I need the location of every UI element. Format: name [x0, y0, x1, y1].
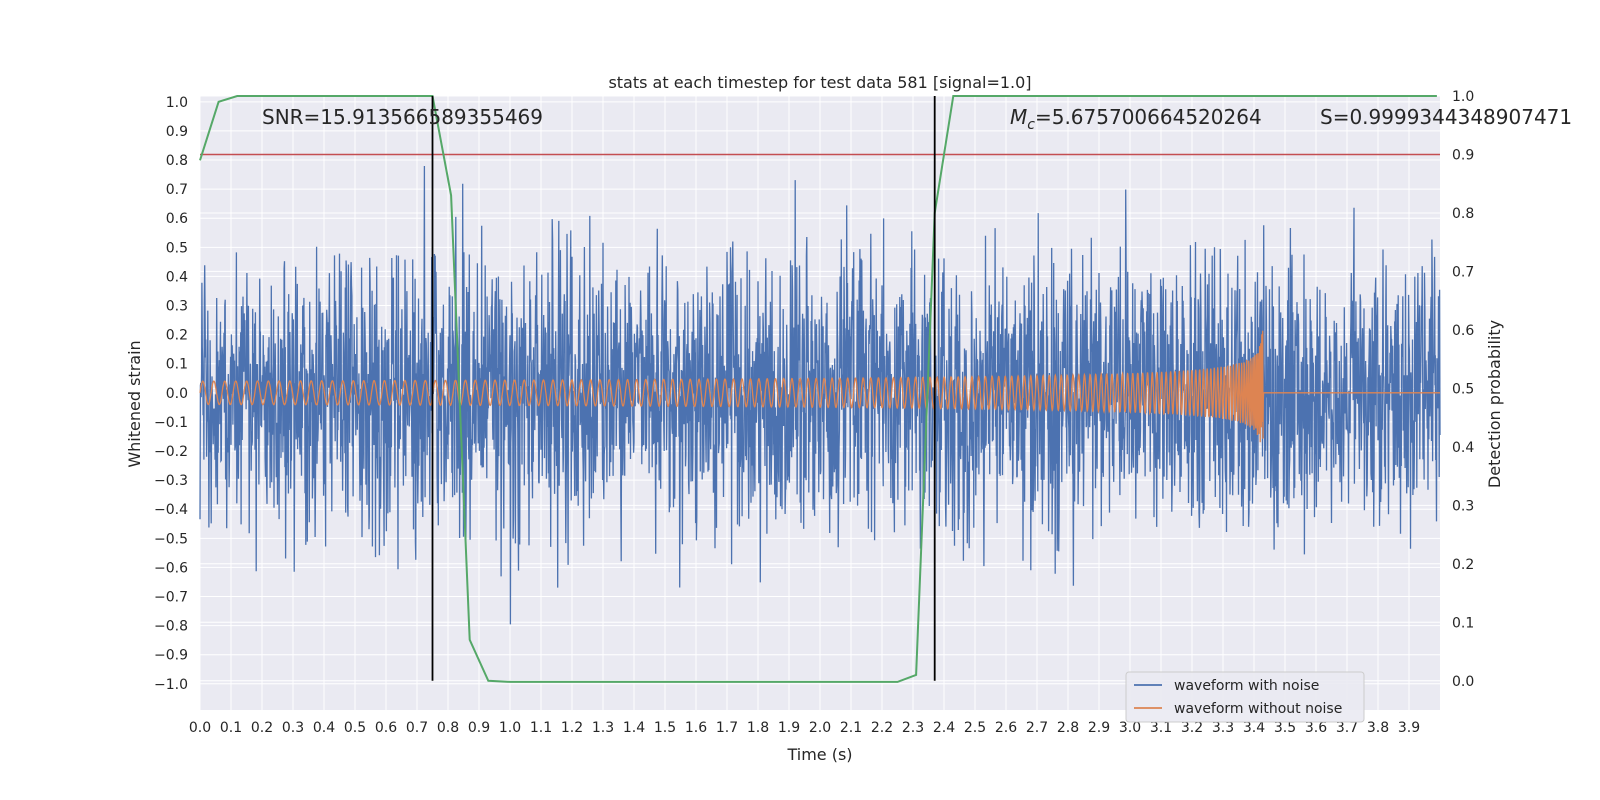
- y-left-tick-label: −0.9: [154, 648, 188, 664]
- y-left-tick-label: 0.9: [166, 124, 188, 140]
- y-right-axis-label: Detection probability: [1485, 320, 1504, 488]
- x-tick-label: 1.2: [561, 720, 583, 736]
- legend-label-clean: waveform without noise: [1174, 701, 1342, 717]
- y-right-tick-label: 0.1: [1452, 615, 1474, 631]
- s-annotation: S=0.9999344348907471: [1320, 105, 1572, 129]
- legend-box: [1125, 671, 1365, 723]
- y-right-tick-label: 0.3: [1452, 498, 1474, 514]
- x-tick-label: 3.3: [1212, 720, 1234, 736]
- x-tick-label: 0.9: [468, 720, 490, 736]
- chirp-mass-value: =5.675700664520264: [1035, 105, 1262, 129]
- y-left-tick-label: −0.7: [154, 590, 188, 606]
- y-left-tick-label: 0.1: [166, 357, 188, 373]
- x-tick-label: 3.8: [1367, 720, 1389, 736]
- y-left-tick-label: 0.8: [166, 153, 188, 169]
- y-right-tick-label: 0.5: [1452, 381, 1474, 397]
- y-left-tick-label: −0.6: [154, 560, 188, 576]
- y-left-tick-label: −1.0: [154, 677, 188, 693]
- y-left-tick-label: 0.4: [166, 269, 188, 285]
- y-left-tick-label: 0.6: [166, 211, 188, 227]
- x-tick-label: 1.6: [685, 720, 707, 736]
- y-right-tick-label: 0.7: [1452, 264, 1474, 280]
- x-tick-label: 2.3: [902, 720, 924, 736]
- y-left-tick-label: −0.2: [154, 444, 188, 460]
- x-tick-label: 2.5: [964, 720, 986, 736]
- x-tick-label: 1.0: [499, 720, 521, 736]
- x-tick-label: 3.2: [1181, 720, 1203, 736]
- x-tick-label: 3.9: [1398, 720, 1420, 736]
- x-tick-label: 3.0: [1119, 720, 1141, 736]
- y-left-tick-label: −0.5: [154, 531, 188, 547]
- x-tick-label: 2.4: [933, 720, 955, 736]
- y-left-tick-label: −0.1: [154, 415, 188, 431]
- y-left-tick-label: 0.0: [166, 386, 188, 402]
- x-tick-label: 0.4: [313, 720, 335, 736]
- x-tick-label: 0.8: [437, 720, 459, 736]
- x-tick-label: 2.9: [1088, 720, 1110, 736]
- x-tick-label: 2.1: [840, 720, 862, 736]
- y-right-tick-label: 0.8: [1452, 206, 1474, 222]
- x-tick-label: 3.4: [1243, 720, 1265, 736]
- x-tick-label: 0.2: [251, 720, 273, 736]
- y-left-tick-label: 0.7: [166, 182, 188, 198]
- x-tick-label: 2.2: [871, 720, 893, 736]
- x-tick-label: 3.7: [1336, 720, 1358, 736]
- y-right-tick-label: 0.4: [1452, 440, 1474, 456]
- x-tick-label: 1.9: [778, 720, 800, 736]
- y-left-tick-label: −0.4: [154, 502, 188, 518]
- vertical-markers: [431, 96, 936, 681]
- x-tick-label: 2.8: [1057, 720, 1079, 736]
- x-tick-label: 0.1: [220, 720, 242, 736]
- snr-annotation: SNR=15.913566589355469: [262, 105, 543, 129]
- chart-title: stats at each timestep for test data 581…: [608, 73, 1031, 92]
- x-tick-label: 2.6: [995, 720, 1017, 736]
- x-tick-label: 0.6: [375, 720, 397, 736]
- y-right-tick-label: 0.6: [1452, 323, 1474, 339]
- x-tick-labels: 0.0 0.1 0.2 0.3 0.4 0.5 0.6 0.7 0.8 0.9 1.0 1.1 1.2 1…: [189, 720, 1420, 736]
- waveform-without-noise-series: [199, 330, 1440, 443]
- x-tick-label: 1.3: [592, 720, 614, 736]
- legend-label-noise: waveform with noise: [1174, 678, 1319, 694]
- waveform-without-noise-line: [199, 330, 1440, 443]
- x-tick-label: 1.4: [623, 720, 645, 736]
- y-left-tick-label: −0.3: [154, 473, 188, 489]
- y-right-tick-label: 0.0: [1452, 674, 1474, 690]
- y-left-tick-label: 0.2: [166, 328, 188, 344]
- chirp-mass-symbol: M: [1010, 105, 1027, 129]
- x-tick-label: 3.6: [1305, 720, 1327, 736]
- y-left-axis-label: Whitened strain: [125, 340, 144, 467]
- x-tick-label: 2.7: [1026, 720, 1048, 736]
- detection-probability-series: [199, 95, 1437, 683]
- x-tick-label: 3.5: [1274, 720, 1296, 736]
- x-tick-label: 1.1: [530, 720, 552, 736]
- x-tick-label: 0.7: [406, 720, 428, 736]
- legend: waveform with noise waveform without noi…: [1125, 671, 1365, 723]
- x-axis-label: Time (s): [786, 745, 852, 764]
- x-tick-label: 1.8: [747, 720, 769, 736]
- y-right-tick-label: 0.9: [1452, 147, 1474, 163]
- x-tick-label: 1.7: [716, 720, 738, 736]
- y-left-tick-label: 0.5: [166, 240, 188, 256]
- x-tick-label: 0.3: [282, 720, 304, 736]
- y-right-tick-label: 0.2: [1452, 557, 1474, 573]
- x-tick-label: 0.0: [189, 720, 211, 736]
- y-left-tick-label: 0.3: [166, 299, 188, 315]
- x-tick-label: 0.5: [344, 720, 366, 736]
- chirp-mass-annotation: Mc=5.675700664520264: [1010, 105, 1262, 133]
- y-left-tick-labels: 1.0 0.9 0.8 0.7 0.6 0.5 0.4 0.3 0.2 0.1 0.0 −0.1 −0.…: [154, 95, 188, 693]
- detection-probability-line: [199, 95, 1437, 683]
- x-tick-label: 1.5: [654, 720, 676, 736]
- y-left-tick-label: −0.8: [154, 619, 188, 635]
- x-tick-label: 2.0: [809, 720, 831, 736]
- x-tick-label: 3.1: [1150, 720, 1172, 736]
- chirp-mass-subscript: c: [1027, 117, 1035, 133]
- y-left-tick-label: 1.0: [166, 95, 188, 111]
- y-right-tick-label: 1.0: [1452, 89, 1474, 105]
- y-right-tick-labels: 1.0 0.9 0.8 0.7 0.6 0.5 0.4 0.3 0.2 0.1 0.0: [1452, 89, 1474, 690]
